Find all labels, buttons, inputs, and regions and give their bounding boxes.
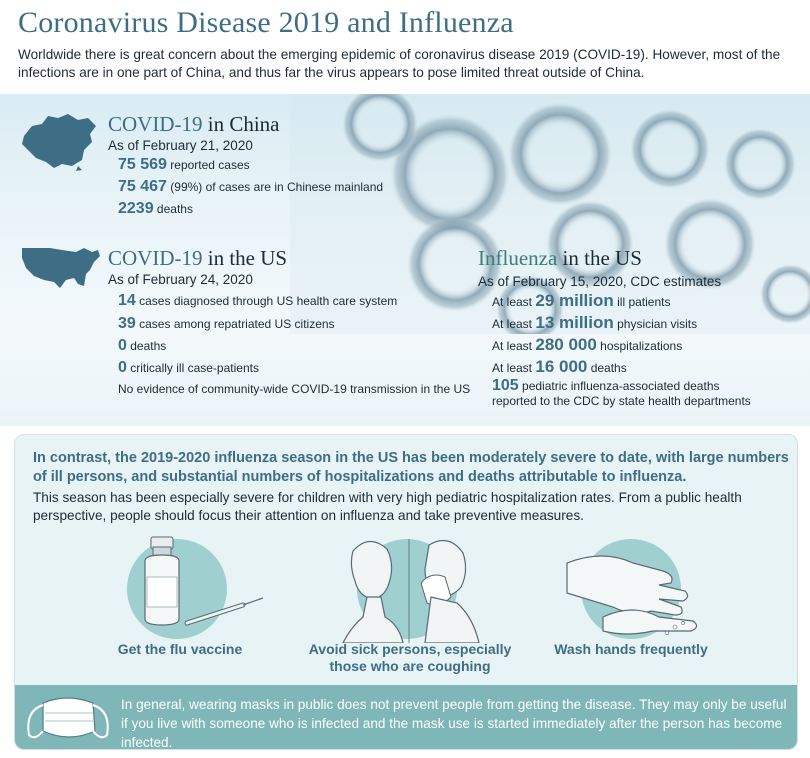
china-map-icon: [22, 114, 96, 171]
us-stat-deaths: 0 deaths: [118, 337, 167, 354]
flu-as-of: As of February 15, 2020, CDC estimates: [478, 274, 722, 289]
us-map-icon: [22, 248, 100, 288]
mask-note-band: In general, wearing masks in public does…: [15, 685, 797, 750]
china-as-of: As of February 21, 2020: [108, 138, 253, 153]
contrast-body: This season has been especially severe f…: [33, 490, 742, 523]
mask-note-text: In general, wearing masks in public does…: [121, 697, 787, 750]
us-section-title: COVID-19 in the US: [108, 246, 288, 270]
us-transmission-note: No evidence of community-wide COVID-19 t…: [118, 382, 471, 396]
china-stat-mainland: 75 467 (99%) of cases are in Chinese mai…: [118, 178, 384, 195]
sick-person-icon: [342, 539, 480, 643]
china-stat-deaths: 2239 deaths: [118, 200, 193, 217]
china-stat-cases: 75 569 reported cases: [118, 156, 250, 173]
hand-wash-icon: [566, 555, 698, 636]
flu-pediatric-deaths: 105 pediatric influenza-associated death…: [492, 377, 751, 409]
face-mask-icon: [27, 697, 109, 739]
tip-flu-vaccine: Get the flu vaccine: [117, 641, 243, 657]
page-title: Coronavirus Disease 2019 and Influenza: [18, 6, 514, 39]
virus-micrograph-icon: [290, 94, 810, 334]
vaccine-icon: [144, 536, 264, 626]
us-as-of: As of February 24, 2020: [108, 272, 253, 287]
china-section-title: COVID-19 in China: [108, 112, 280, 136]
contrast-headline: In contrast, the 2019-2020 influenza sea…: [33, 450, 789, 485]
flu-stat-deaths: At least 16 000 deaths: [492, 357, 627, 376]
flu-stat-ill: At least 29 million ill patients: [492, 291, 671, 310]
flu-section-title: Influenza in the US: [478, 246, 642, 270]
flu-stat-hospitalizations: At least 280 000 hospitalizations: [492, 335, 683, 354]
us-stat-critical: 0 critically ill case-patients: [118, 359, 259, 376]
flu-stat-visits: At least 13 million physician visits: [492, 313, 698, 332]
intro-text: Worldwide there is great concern about t…: [18, 47, 781, 80]
us-stat-repatriated: 39 cases among repatriated US citizens: [118, 315, 335, 332]
us-stat-diagnosed: 14 cases diagnosed through US health car…: [118, 292, 398, 309]
tip-wash-hands: Wash hands frequently: [554, 641, 708, 657]
stats-panel: COVID-19 in China As of February 21, 202…: [0, 94, 810, 426]
tip-avoid-sick: Avoid sick persons, especially those who…: [308, 641, 512, 674]
prevention-panel: In contrast, the 2019-2020 influenza sea…: [14, 434, 798, 750]
